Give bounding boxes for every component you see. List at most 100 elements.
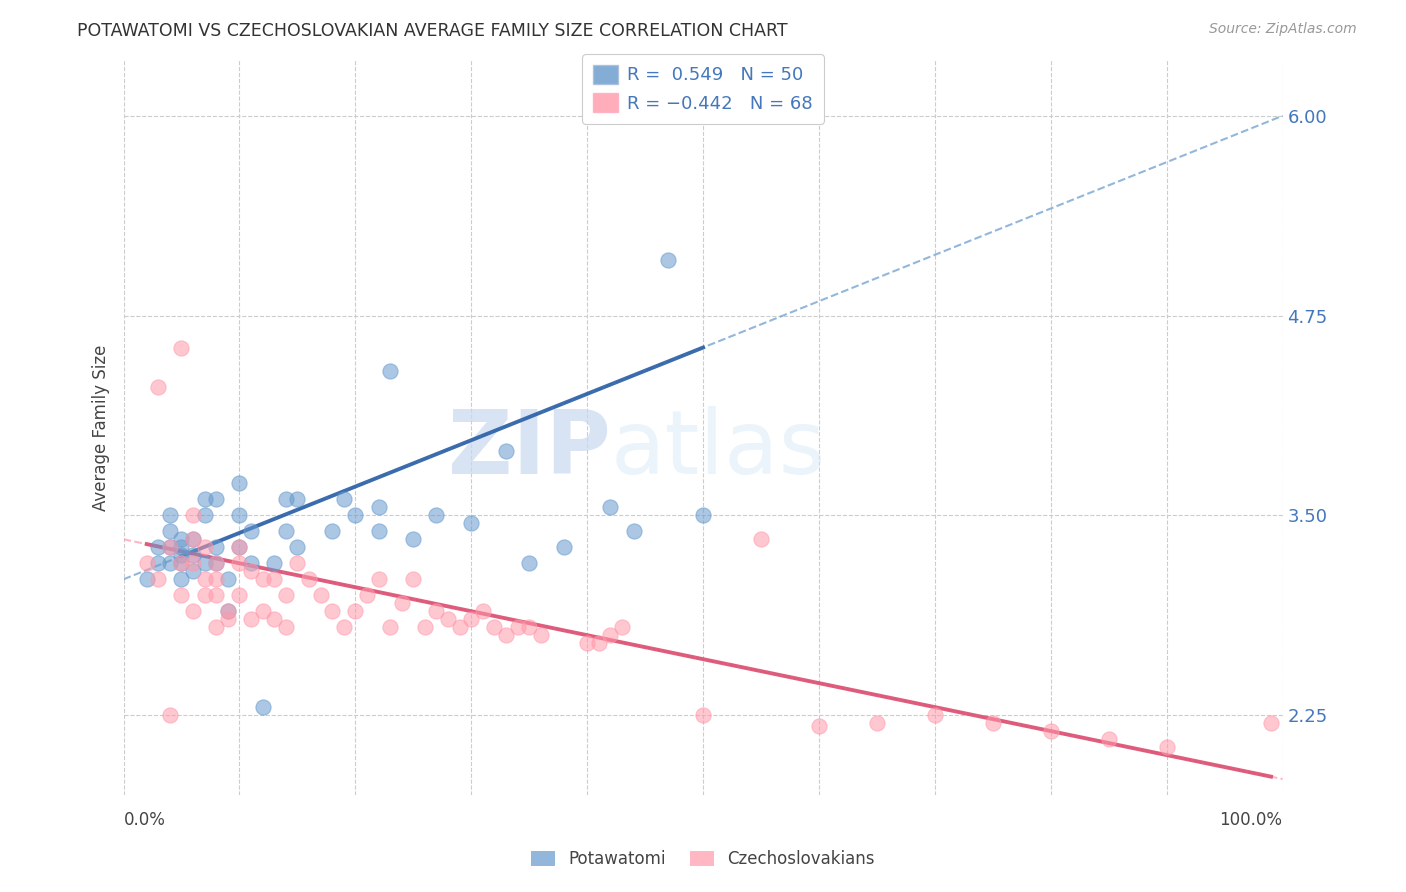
Point [1098, 732, 1121, 747]
Point [1156, 740, 1178, 755]
Point [449, 620, 471, 634]
Point [205, 556, 228, 570]
Point [205, 588, 228, 602]
Point [159, 508, 181, 523]
Point [170, 588, 193, 602]
Point [425, 604, 447, 618]
Point [356, 588, 378, 602]
Point [495, 628, 517, 642]
Text: POTAWATOMI VS CZECHOSLOVAKIAN AVERAGE FAMILY SIZE CORRELATION CHART: POTAWATOMI VS CZECHOSLOVAKIAN AVERAGE FA… [77, 22, 787, 40]
Point [170, 533, 193, 547]
Text: 0.0%: 0.0% [124, 811, 166, 829]
Point [217, 604, 239, 618]
Point [599, 628, 621, 642]
Point [228, 508, 250, 523]
Point [367, 500, 389, 515]
Point [610, 620, 633, 634]
Point [332, 620, 354, 634]
Point [460, 612, 482, 626]
Point [170, 572, 193, 586]
Point [981, 716, 1004, 731]
Text: atlas: atlas [610, 406, 825, 493]
Point [217, 612, 239, 626]
Point [506, 620, 529, 634]
Legend: R =  0.549   N = 50, R = −0.442   N = 68: R = 0.549 N = 50, R = −0.442 N = 68 [582, 54, 824, 124]
Text: ZIP: ZIP [447, 406, 610, 493]
Point [495, 444, 517, 458]
Point [274, 588, 297, 602]
Point [437, 612, 460, 626]
Point [413, 620, 436, 634]
Point [194, 541, 217, 555]
Point [135, 572, 157, 586]
Point [866, 716, 889, 731]
Point [228, 541, 250, 555]
Point [170, 556, 193, 570]
Point [274, 492, 297, 507]
Point [181, 508, 204, 523]
Point [181, 556, 204, 570]
Point [391, 596, 413, 610]
Point [159, 541, 181, 555]
Point [181, 533, 204, 547]
Point [252, 700, 274, 714]
Point [148, 541, 170, 555]
Point [623, 524, 645, 539]
Point [367, 572, 389, 586]
Point [228, 588, 250, 602]
Point [252, 604, 274, 618]
Point [170, 556, 193, 570]
Text: Source: ZipAtlas.com: Source: ZipAtlas.com [1209, 22, 1357, 37]
Point [240, 556, 263, 570]
Point [553, 541, 575, 555]
Point [205, 541, 228, 555]
Point [252, 572, 274, 586]
Point [692, 708, 714, 723]
Point [460, 516, 482, 531]
Point [1260, 716, 1282, 731]
Point [274, 524, 297, 539]
Point [517, 556, 540, 570]
Y-axis label: Average Family Size: Average Family Size [93, 344, 110, 510]
Point [599, 500, 621, 515]
Point [194, 572, 217, 586]
Point [240, 524, 263, 539]
Point [588, 636, 610, 650]
Point [159, 541, 181, 555]
Point [240, 564, 263, 578]
Point [298, 572, 321, 586]
Point [205, 492, 228, 507]
Point [402, 572, 425, 586]
Point [205, 572, 228, 586]
Point [263, 612, 285, 626]
Point [402, 533, 425, 547]
Point [194, 588, 217, 602]
Point [378, 364, 401, 378]
Point [217, 572, 239, 586]
Point [657, 252, 679, 267]
Point [749, 533, 772, 547]
Point [517, 620, 540, 634]
Point [344, 604, 367, 618]
Text: 100.0%: 100.0% [1219, 811, 1282, 829]
Point [159, 556, 181, 570]
Point [332, 492, 354, 507]
Point [205, 620, 228, 634]
Point [148, 380, 170, 394]
Point [425, 508, 447, 523]
Point [344, 508, 367, 523]
Point [274, 620, 297, 634]
Point [228, 476, 250, 491]
Point [135, 556, 157, 570]
Point [484, 620, 506, 634]
Point [159, 708, 181, 723]
Point [1039, 724, 1062, 739]
Point [148, 572, 170, 586]
Point [287, 541, 309, 555]
Point [378, 620, 401, 634]
Point [576, 636, 599, 650]
Point [194, 492, 217, 507]
Point [181, 549, 204, 563]
Point [170, 541, 193, 555]
Point [181, 604, 204, 618]
